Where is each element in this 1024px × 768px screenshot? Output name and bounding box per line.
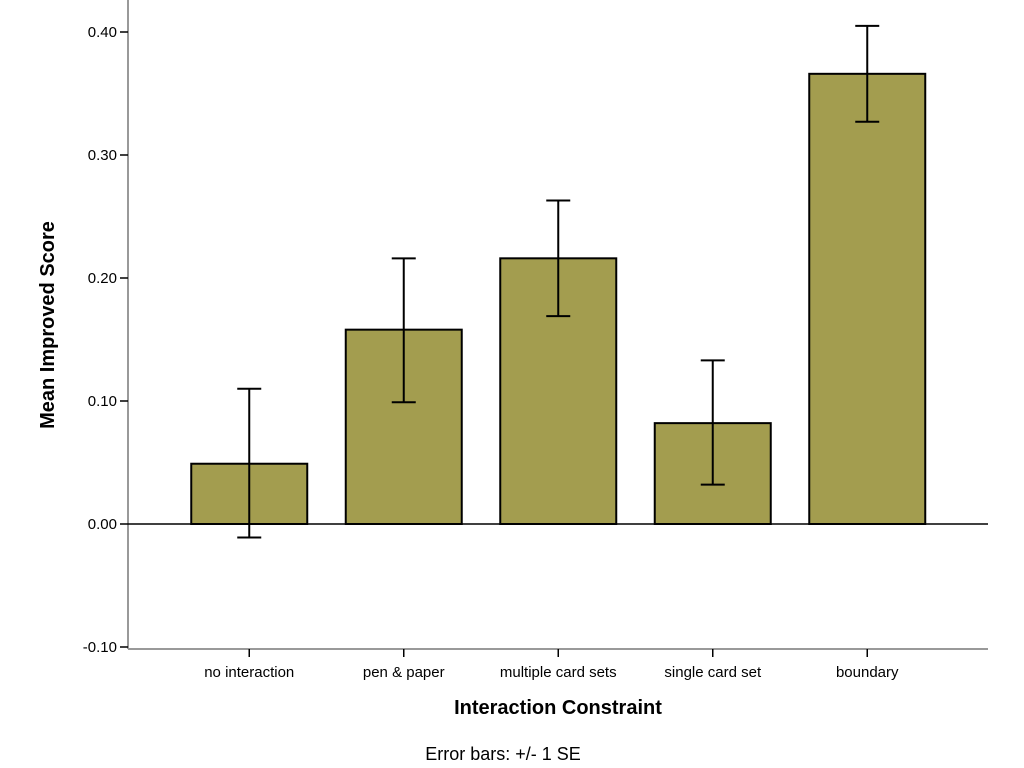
x-tick-label: single card set (664, 664, 762, 681)
bars (190, 72, 927, 526)
error-bars (237, 24, 880, 539)
x-axis-ticks: no interaction pen & paper multiple card s… (204, 649, 899, 681)
y-axis-ticks: -0.10 0.00 0.10 0.20 0.30 0.40 (83, 24, 128, 656)
y-tick-label: 0.10 (88, 393, 117, 410)
error-bar (237, 387, 262, 539)
y-tick-label: -0.10 (83, 639, 117, 656)
error-bar (546, 199, 571, 318)
error-bar (855, 24, 880, 123)
y-tick-label: 0.30 (88, 147, 117, 164)
x-tick-label: multiple card sets (500, 664, 617, 681)
y-tick-label: 0.20 (88, 270, 117, 287)
y-tick-label: 0.40 (88, 24, 117, 41)
x-tick-label: boundary (836, 664, 899, 681)
bar-boundary (808, 72, 927, 525)
error-bar-note: Error bars: +/- 1 SE (425, 744, 581, 764)
error-bar (700, 359, 725, 486)
y-tick-label: 0.00 (88, 516, 117, 533)
y-axis-title: Mean Improved Score (37, 221, 59, 429)
error-bar (391, 257, 416, 404)
x-axis-title: Interaction Constraint (454, 697, 662, 719)
x-tick-label: pen & paper (363, 664, 445, 681)
x-tick-label: no interaction (204, 664, 294, 681)
